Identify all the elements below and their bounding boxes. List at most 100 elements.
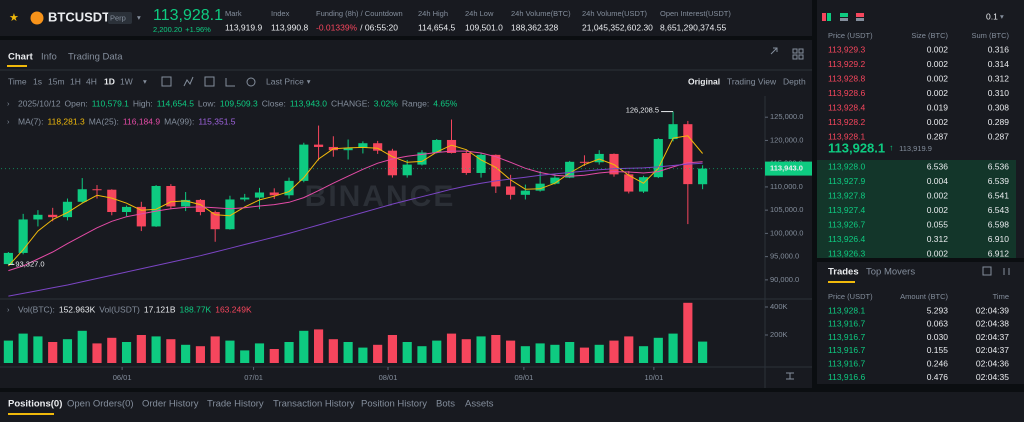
last-price: 113,928.1	[153, 7, 223, 24]
price-type[interactable]: Last Price	[266, 76, 304, 86]
volume-bar	[387, 335, 398, 363]
legend-chevron[interactable]: ›	[7, 305, 10, 314]
volume-bar	[638, 346, 649, 363]
bid-cell[interactable]: 113,926.4	[828, 234, 865, 244]
ask-cell: 0.308	[988, 102, 1010, 112]
ask-cell[interactable]: 113,928.6	[828, 88, 865, 98]
mark-price[interactable]: 113,919.9	[899, 144, 932, 153]
volume-bar	[3, 340, 13, 363]
stat-label: Funding (8h) / Countdown	[316, 9, 403, 18]
trades-tab[interactable]: Top Movers	[866, 267, 915, 278]
bottom-tab[interactable]: Order History	[142, 399, 199, 410]
ask-cell: 0.316	[988, 44, 1010, 54]
stat-label: Index	[271, 9, 290, 18]
bid-cell[interactable]: 113,926.3	[828, 248, 865, 258]
ask-cell: 0.289	[988, 117, 1010, 127]
trade-cell: 0.063	[927, 319, 949, 329]
volume-bar	[624, 336, 634, 363]
bottom-tab[interactable]: Transaction History	[273, 399, 355, 410]
chart-tab[interactable]: Info	[41, 52, 57, 63]
chart-view[interactable]: Depth	[783, 76, 806, 86]
bottom-tab[interactable]: Bots	[436, 399, 455, 410]
legend-date: 2025/10/12	[18, 98, 61, 108]
coin-icon	[30, 11, 44, 25]
stat-value: 21,045,352,602.30	[582, 22, 653, 32]
precision[interactable]: 0.1	[986, 11, 998, 21]
bid-cell: 0.312	[927, 234, 949, 244]
bottom-tab[interactable]: Assets	[465, 399, 494, 410]
legend-value: 113,943.0	[290, 98, 327, 108]
interval[interactable]: 4H	[86, 76, 97, 86]
legend-chevron[interactable]: ›	[7, 99, 10, 108]
interval[interactable]: 1H	[70, 76, 81, 86]
trades-tab[interactable]: Trades	[828, 267, 859, 278]
y-tick-label: 120,000.0	[770, 135, 803, 144]
ask-cell[interactable]: 113,929.2	[828, 59, 865, 69]
moving-average-line	[8, 162, 703, 297]
interval[interactable]: 1W	[120, 76, 133, 86]
candle-body	[565, 161, 575, 178]
volume-bar	[491, 335, 501, 363]
trade-cell: 113,916.7	[828, 332, 865, 342]
dropdown-arrow[interactable]: ▾	[307, 77, 311, 86]
stat-value: 113,919.9	[225, 22, 262, 32]
candle-body	[506, 186, 516, 195]
bottom-tab[interactable]: Trade History	[207, 399, 264, 410]
candle-body	[3, 252, 13, 265]
dropdown-arrow[interactable]: ▾	[137, 13, 141, 22]
stat-value: -0.01339%	[316, 22, 358, 32]
dropdown-arrow[interactable]: ▾	[143, 77, 147, 86]
stat-label: 24h High	[418, 9, 448, 18]
chart-view[interactable]: Trading View	[727, 76, 777, 86]
trade-cell: 02:04:38	[976, 319, 1009, 329]
stat-value: 8,651,290,374.55	[660, 22, 726, 32]
candle-body	[313, 144, 324, 147]
chart-tab[interactable]: Trading Data	[68, 52, 123, 63]
interval[interactable]: 15m	[48, 76, 65, 86]
orderbook-view-icons[interactable]	[822, 13, 864, 21]
candle-body	[136, 206, 146, 227]
toolbar-icons[interactable]	[161, 47, 1010, 380]
bottom-tab[interactable]: Positions(0)	[8, 399, 62, 410]
volume-tick-label: 200K	[770, 330, 788, 339]
chart-tab[interactable]: Chart	[8, 52, 34, 63]
volume-bar	[195, 346, 205, 363]
ask-cell[interactable]: 113,928.4	[828, 102, 865, 112]
candle-body	[698, 168, 708, 185]
ask-cell: 0.002	[927, 117, 949, 127]
interval[interactable]: 1s	[33, 76, 42, 86]
favorite-star[interactable]: ★	[9, 12, 19, 24]
bottom-tab[interactable]: Open Orders(0)	[67, 399, 134, 410]
ask-cell[interactable]: 113,929.3	[828, 44, 865, 54]
ask-cell: 0.287	[927, 131, 949, 141]
stat-extra: / 06:55:20	[360, 22, 398, 32]
bid-cell: 0.004	[927, 176, 949, 186]
interval[interactable]: 1D	[104, 76, 115, 86]
stat-value: 188,362.328	[511, 22, 559, 32]
ask-cell[interactable]: 113,928.1	[828, 131, 865, 141]
ask-cell: 0.312	[988, 73, 1010, 83]
bid-cell: 6.539	[988, 176, 1010, 186]
ask-cell: 0.287	[988, 131, 1010, 141]
legend-chevron[interactable]: ›	[7, 117, 10, 126]
trade-cell: 02:04:35	[976, 372, 1009, 382]
bid-cell[interactable]: 113,927.8	[828, 190, 865, 200]
ask-cell[interactable]: 113,928.8	[828, 73, 865, 83]
candle-body	[166, 185, 176, 207]
candle-body	[638, 177, 649, 192]
candle-body	[33, 214, 43, 220]
candle-body	[77, 189, 87, 202]
chart-view[interactable]: Original	[688, 76, 720, 86]
bid-cell[interactable]: 113,927.4	[828, 205, 865, 215]
bid-cell[interactable]: 113,926.7	[828, 219, 865, 229]
ask-cell[interactable]: 113,928.2	[828, 117, 865, 127]
dropdown-arrow[interactable]: ▾	[1000, 12, 1004, 21]
volume-bar	[210, 336, 220, 363]
price-change-pct: +1.96%	[185, 25, 211, 34]
bottom-tab[interactable]: Position History	[361, 399, 427, 410]
candle-body	[299, 144, 309, 181]
vol-legend: 188.77K	[180, 304, 212, 314]
volume-bar	[107, 337, 117, 363]
bid-cell[interactable]: 113,927.9	[828, 176, 865, 186]
bid-cell[interactable]: 113,928.0	[828, 161, 865, 171]
